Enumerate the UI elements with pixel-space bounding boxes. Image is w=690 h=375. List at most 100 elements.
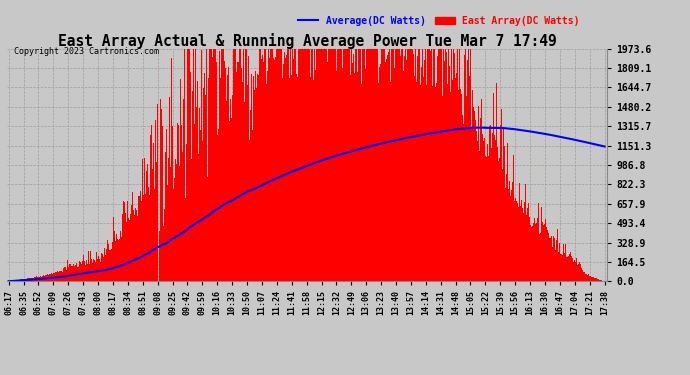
Bar (155, 120, 157, 281)
Bar (488, 160, 489, 281)
Bar (277, 49, 278, 281)
Bar (532, 226, 533, 281)
Bar (274, 60, 275, 281)
Bar (498, 161, 499, 281)
Bar (444, 49, 446, 281)
Bar (567, 257, 568, 281)
Bar (395, 77, 397, 281)
Bar (364, 49, 365, 281)
Bar (465, 49, 466, 281)
Bar (372, 49, 373, 281)
Bar (184, 49, 185, 281)
Bar (69, 264, 70, 281)
Bar (27, 279, 28, 281)
Bar (245, 49, 246, 281)
Bar (39, 277, 40, 281)
Bar (194, 124, 195, 281)
Bar (123, 201, 124, 281)
Bar (320, 49, 321, 281)
Bar (426, 86, 427, 281)
Bar (306, 49, 307, 281)
Bar (160, 99, 161, 281)
Bar (412, 49, 413, 281)
Bar (68, 267, 69, 281)
Bar (463, 124, 464, 281)
Bar (135, 209, 136, 281)
Bar (279, 49, 280, 281)
Bar (92, 263, 93, 281)
Bar (124, 202, 125, 281)
Bar (232, 95, 233, 281)
Bar (394, 68, 395, 281)
Bar (569, 254, 570, 281)
Bar (309, 49, 310, 281)
Bar (129, 220, 130, 281)
Bar (477, 141, 478, 281)
Bar (241, 68, 242, 281)
Bar (524, 202, 525, 281)
Bar (130, 214, 131, 281)
Bar (484, 138, 485, 281)
Bar (376, 49, 377, 281)
Bar (37, 277, 38, 281)
Bar (350, 75, 351, 281)
Bar (253, 76, 254, 281)
Bar (128, 218, 129, 281)
Bar (511, 190, 512, 281)
Bar (213, 49, 214, 281)
Bar (334, 49, 335, 281)
Bar (520, 206, 521, 281)
Bar (292, 49, 293, 281)
Bar (316, 49, 317, 281)
Bar (405, 49, 406, 281)
Bar (95, 262, 96, 281)
Bar (399, 49, 400, 281)
Bar (255, 71, 256, 281)
Bar (448, 49, 449, 281)
Bar (215, 49, 216, 281)
Bar (558, 252, 559, 281)
Bar (148, 187, 149, 281)
Bar (453, 49, 454, 281)
Bar (442, 96, 443, 281)
Bar (497, 147, 498, 281)
Bar (485, 156, 486, 281)
Bar (362, 49, 363, 281)
Bar (180, 79, 181, 281)
Bar (586, 275, 587, 281)
Bar (167, 185, 168, 281)
Bar (471, 129, 472, 281)
Bar (456, 73, 457, 281)
Bar (104, 248, 105, 281)
Bar (480, 151, 482, 281)
Bar (450, 92, 451, 281)
Bar (238, 62, 239, 281)
Bar (186, 144, 187, 281)
Bar (491, 148, 492, 281)
Bar (144, 159, 145, 281)
Bar (258, 75, 259, 281)
Bar (397, 49, 398, 281)
Bar (344, 49, 345, 281)
Bar (358, 49, 359, 281)
Bar (570, 252, 571, 281)
Bar (110, 251, 111, 281)
Bar (288, 78, 290, 281)
Bar (138, 196, 139, 281)
Bar (401, 49, 402, 281)
Bar (191, 159, 193, 281)
Bar (337, 49, 339, 281)
Bar (136, 210, 137, 281)
Bar (152, 143, 154, 281)
Bar (381, 49, 382, 281)
Bar (514, 201, 515, 281)
Bar (102, 254, 103, 281)
Bar (513, 155, 514, 281)
Bar (422, 49, 423, 281)
Bar (538, 202, 540, 281)
Bar (146, 171, 147, 281)
Bar (370, 49, 371, 281)
Bar (246, 49, 248, 281)
Bar (143, 195, 144, 281)
Bar (357, 72, 358, 281)
